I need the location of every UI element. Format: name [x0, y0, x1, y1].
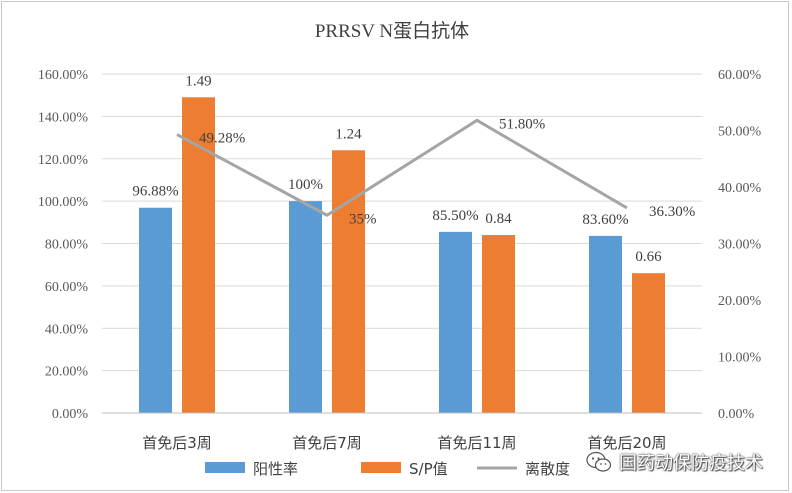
- bar-data-label: 1.24: [335, 126, 362, 142]
- legend-swatch: [361, 462, 401, 473]
- x-category-label: 首免后7周: [292, 434, 362, 452]
- y-left-tick-label: 20.00%: [45, 365, 89, 380]
- legend-label: 离散度: [525, 460, 570, 478]
- y-left-tick-label: 100.00%: [38, 195, 89, 210]
- bar: [482, 235, 515, 413]
- y-left-tick-label: 140.00%: [38, 110, 89, 125]
- y-left-tick-label: 40.00%: [45, 322, 89, 337]
- y-right-tick-label: 50.00%: [718, 125, 762, 140]
- bar: [589, 235, 622, 413]
- bar: [289, 201, 322, 413]
- bar-data-label: 1.49: [185, 73, 211, 89]
- bar: [439, 231, 472, 413]
- chart-title: PRRSV N蛋白抗体: [315, 20, 469, 42]
- x-category-label: 首免后11周: [437, 434, 516, 452]
- bar-data-label: 0.66: [635, 249, 662, 265]
- line-data-label: 49.28%: [199, 131, 245, 147]
- bars: [139, 97, 665, 414]
- legend-swatch: [205, 462, 245, 473]
- x-category-label: 首免后20周: [587, 434, 666, 452]
- y-right-tick-label: 0.00%: [718, 407, 755, 422]
- y-right-tick-label: 40.00%: [718, 181, 762, 196]
- watermark-text: 国药动保防疫技术: [619, 453, 763, 474]
- y-left-tick-label: 120.00%: [38, 153, 89, 168]
- x-category-label: 首免后3周: [142, 434, 212, 452]
- legend-label: S/P值: [409, 460, 448, 478]
- y-right-tick-label: 10.00%: [718, 351, 762, 366]
- line-data-label: 35%: [349, 211, 377, 227]
- legend: 阳性率 S/P值 离散度: [205, 460, 570, 478]
- line-data-label: 51.80%: [499, 116, 545, 132]
- line-data-label: 36.30%: [649, 204, 695, 220]
- line-series-path: [176, 118, 628, 217]
- bar-data-label: 85.50%: [432, 208, 478, 224]
- y-left-tick-label: 60.00%: [45, 280, 89, 295]
- y-left-tick-label: 0.00%: [52, 407, 89, 422]
- bar-data-label: 0.84: [485, 211, 512, 227]
- y-right-tick-label: 30.00%: [718, 238, 762, 253]
- bar-data-label: 96.88%: [132, 184, 178, 200]
- legend-label: 阳性率: [253, 460, 298, 478]
- bar: [139, 207, 172, 413]
- legend-item: 离散度: [477, 460, 570, 478]
- y-left-tick-label: 80.00%: [45, 238, 89, 253]
- line-series: [176, 118, 628, 217]
- legend-item: S/P值: [361, 460, 448, 478]
- axes: 0.00% 20.00% 40.00% 60.00% 80.00% 100.00% 120.…: [38, 68, 762, 452]
- bar: [182, 97, 215, 414]
- bar-data-label: 100%: [288, 177, 323, 193]
- bar: [332, 150, 365, 413]
- wechat-logo-icon: [586, 451, 612, 472]
- data-labels: 96.88% 100% 85.50% 83.60% 1.49 1.24 0.84 0.66 49…: [132, 73, 695, 265]
- watermark: 国药动保防疫技术: [585, 448, 785, 476]
- bar-data-label: 83.60%: [582, 212, 628, 228]
- y-left-tick-label: 160.00%: [38, 68, 89, 83]
- y-right-tick-label: 20.00%: [718, 294, 762, 309]
- bar: [632, 273, 665, 413]
- legend-item: 阳性率: [205, 460, 298, 478]
- y-right-tick-label: 60.00%: [718, 68, 762, 83]
